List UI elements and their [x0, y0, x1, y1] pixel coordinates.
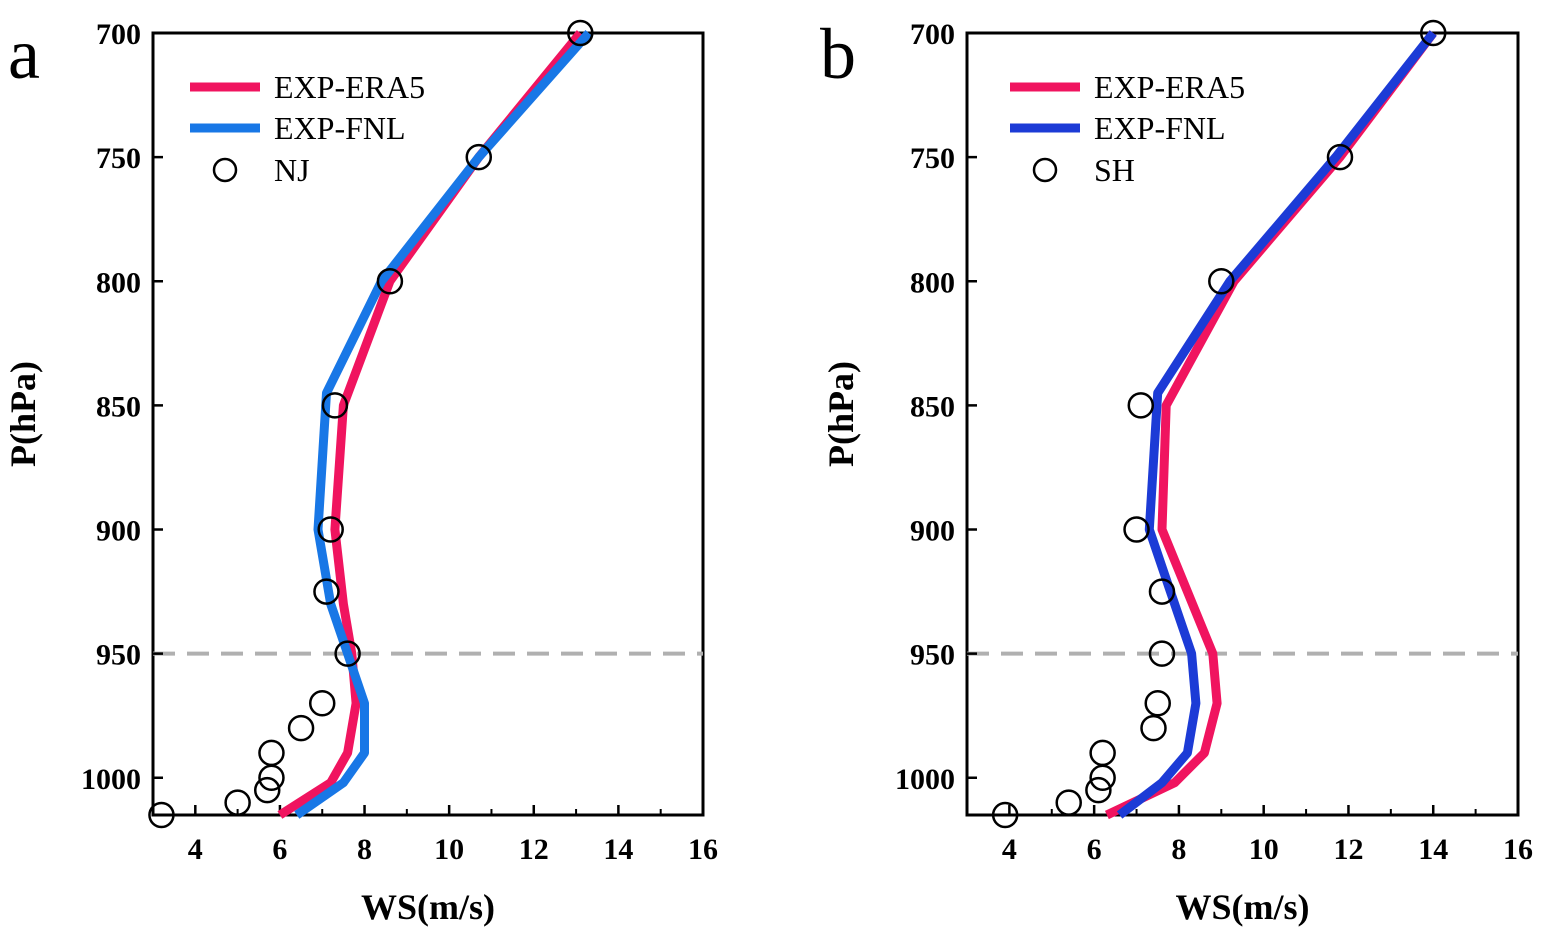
y-tick-label: 700	[96, 18, 141, 51]
panel-letter: b	[820, 14, 856, 94]
data-point	[1089, 764, 1116, 792]
plot-frame	[151, 31, 705, 817]
x-tick-label: 16	[1503, 833, 1533, 866]
x-tick-label: 14	[603, 833, 633, 866]
x-tick-label: 12	[519, 833, 549, 866]
x-tick-label: 4	[188, 833, 203, 866]
y-tick-label: 850	[910, 390, 955, 423]
y-tick-label: 900	[96, 515, 141, 548]
x-tick-label: 10	[1249, 833, 1279, 866]
series-markers-nj	[148, 19, 594, 829]
x-tick-label: 8	[1171, 833, 1186, 866]
data-point	[253, 776, 281, 804]
x-axis-title: WS(m/s)	[1176, 887, 1310, 927]
plot-frame	[965, 31, 1520, 817]
x-tick-label: 8	[357, 833, 372, 866]
data-point	[308, 690, 336, 717]
x-tick-label: 10	[434, 833, 464, 866]
data-point	[258, 739, 285, 767]
x-tick-label: 12	[1333, 833, 1363, 866]
data-point	[376, 268, 404, 295]
y-tick-label: 800	[96, 266, 141, 299]
panel-b: 4 6 8 10 12 14 16 700 750 800 850 900 950 1000 WS(m/s)…	[820, 14, 1533, 927]
x-axis-title: WS(m/s)	[361, 887, 495, 927]
data-point	[1127, 392, 1155, 419]
legend-swatch-sh	[1032, 157, 1058, 183]
data-point	[567, 19, 594, 47]
legend-label-exp-fnl: EXP-FNL	[1094, 110, 1226, 146]
data-point	[1208, 268, 1235, 295]
x-tick-label: 6	[272, 833, 287, 866]
y-tick-label: 750	[96, 142, 141, 175]
legend-label-nj: NJ	[274, 152, 310, 188]
y-tick-label: 700	[910, 18, 955, 51]
y-tick-label: 950	[910, 639, 955, 672]
data-point	[317, 516, 344, 543]
x-tick-label: 4	[1002, 833, 1017, 866]
data-point	[1326, 143, 1354, 171]
data-point	[1148, 640, 1176, 667]
legend: EXP-ERA5 EXP-FNL SH	[1010, 69, 1245, 188]
data-point	[258, 764, 285, 792]
legend-label-exp-era5: EXP-ERA5	[274, 69, 425, 105]
y-tick-label: 900	[910, 515, 955, 548]
data-point	[224, 789, 251, 816]
data-point	[1140, 714, 1167, 742]
panel-letter: a	[8, 14, 40, 94]
y-tick-label: 1000	[81, 763, 141, 796]
y-tick-label: 750	[910, 142, 955, 175]
data-point	[1144, 690, 1171, 717]
data-point	[321, 392, 349, 419]
legend-label-exp-era5: EXP-ERA5	[1094, 69, 1245, 105]
y-axis-title: P(hPa)	[3, 361, 43, 467]
legend-label-sh: SH	[1094, 152, 1135, 188]
data-point	[334, 640, 361, 667]
data-point	[1085, 776, 1112, 804]
series-line-exp-fnl	[1116, 30, 1437, 819]
data-point	[287, 714, 315, 742]
data-point	[465, 143, 493, 171]
x-tick-label: 14	[1418, 833, 1448, 866]
data-point	[148, 801, 175, 829]
series-markers-sh	[991, 19, 1447, 829]
y-tick-label: 950	[96, 639, 141, 672]
data-point	[313, 578, 340, 605]
data-point	[1089, 739, 1116, 767]
legend-swatch-nj	[212, 157, 238, 183]
y-tick-label: 850	[96, 390, 141, 423]
x-tick-label: 6	[1087, 833, 1102, 866]
data-point	[1148, 578, 1176, 605]
y-tick-label: 800	[910, 266, 955, 299]
data-point	[991, 801, 1019, 829]
data-point	[1055, 789, 1082, 816]
legend: EXP-ERA5 EXP-FNL NJ	[190, 69, 425, 188]
data-point	[1123, 516, 1150, 543]
y-axis-title: P(hPa)	[821, 361, 861, 467]
x-tick-label: 16	[688, 833, 718, 866]
y-tick-label: 1000	[895, 763, 955, 796]
panel-a: 4 6 8 10 12 14 16 700 750 800 850 900 950 1000 WS(m/s)…	[3, 14, 718, 927]
legend-label-exp-fnl: EXP-FNL	[274, 110, 406, 146]
data-point	[1419, 19, 1447, 47]
